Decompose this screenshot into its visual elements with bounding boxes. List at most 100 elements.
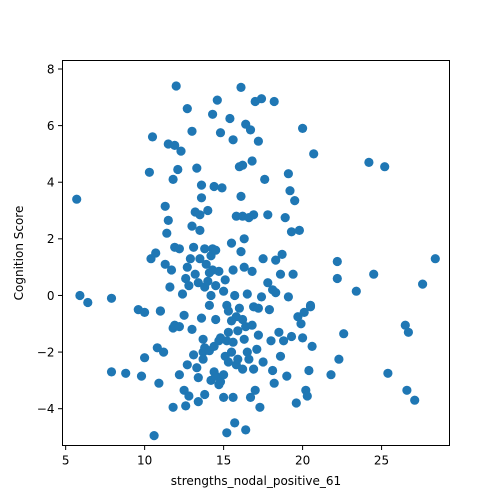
data-point-14 — [151, 248, 161, 258]
data-point-174 — [269, 378, 279, 388]
data-point-43 — [181, 273, 191, 284]
data-point-103 — [219, 370, 229, 380]
data-point-126 — [233, 326, 243, 336]
data-point-62 — [195, 225, 205, 235]
data-point-92 — [211, 281, 221, 291]
data-point-128 — [234, 303, 244, 313]
data-point-21 — [160, 201, 170, 211]
data-point-194 — [296, 319, 306, 329]
data-point-210 — [351, 286, 361, 296]
data-point-132 — [236, 247, 246, 257]
data-point-209 — [339, 329, 349, 339]
data-point-71 — [200, 244, 210, 254]
data-point-100 — [215, 377, 226, 387]
data-point-158 — [253, 136, 263, 146]
data-point-216 — [402, 385, 412, 395]
y-tick-label-5: 6 — [47, 119, 55, 133]
data-point-64 — [195, 254, 205, 264]
data-point-44 — [182, 104, 192, 114]
data-point-111 — [223, 327, 233, 337]
data-point-79 — [204, 300, 214, 310]
data-point-167 — [263, 210, 273, 220]
data-point-87 — [209, 181, 219, 192]
data-point-185 — [283, 292, 293, 302]
data-point-187 — [286, 227, 297, 237]
data-point-8 — [140, 307, 150, 317]
data-point-127 — [233, 354, 243, 364]
data-point-84 — [208, 109, 218, 119]
y-axis-label: Cognition Score — [12, 206, 26, 301]
data-point-163 — [256, 292, 267, 302]
data-point-13 — [149, 431, 159, 441]
y-tick-label-3: 2 — [47, 232, 55, 246]
data-points — [72, 81, 440, 441]
data-point-161 — [255, 402, 265, 412]
data-point-3 — [106, 293, 117, 303]
data-point-26 — [166, 265, 177, 275]
y-axis-ticks: −4 −2 0 2 4 6 8 — [37, 62, 63, 416]
data-point-1 — [75, 290, 85, 301]
data-point-22 — [162, 228, 172, 238]
data-point-178 — [275, 351, 286, 361]
data-point-176 — [271, 288, 281, 298]
data-point-193 — [294, 225, 304, 235]
data-point-95 — [214, 266, 224, 276]
data-point-182 — [280, 213, 290, 223]
data-point-142 — [241, 425, 251, 435]
data-point-149 — [247, 156, 257, 166]
x-tick-label-1: 10 — [137, 454, 152, 468]
x-tick-label-4: 25 — [374, 454, 389, 468]
data-point-159 — [253, 303, 263, 313]
data-point-138 — [239, 262, 249, 272]
data-point-155 — [250, 385, 260, 395]
data-point-9 — [140, 353, 150, 363]
data-point-63 — [195, 210, 205, 220]
x-axis-ticks: 5 10 15 20 25 — [62, 445, 389, 468]
data-point-42 — [181, 401, 191, 411]
data-point-5 — [121, 368, 131, 378]
data-point-58 — [192, 363, 202, 373]
y-tick-label-4: 4 — [47, 176, 55, 190]
data-point-77 — [203, 205, 213, 216]
data-point-7 — [136, 371, 147, 381]
data-point-146 — [244, 354, 254, 364]
plot-frame — [62, 60, 450, 446]
data-point-70 — [198, 354, 208, 364]
x-tick-label-3: 20 — [295, 454, 310, 468]
data-point-113 — [225, 113, 235, 124]
data-point-46 — [182, 360, 192, 370]
data-point-90 — [211, 314, 221, 325]
y-tick-label-6: 8 — [47, 62, 55, 76]
data-point-168 — [263, 278, 273, 288]
data-point-207 — [332, 273, 342, 284]
data-point-102 — [219, 286, 229, 296]
data-point-152 — [249, 210, 259, 220]
data-point-16 — [154, 378, 164, 388]
data-point-105 — [220, 275, 230, 285]
data-point-137 — [239, 234, 249, 244]
data-point-119 — [228, 337, 238, 347]
data-point-189 — [288, 269, 298, 279]
data-point-47 — [184, 281, 194, 291]
data-point-177 — [274, 327, 284, 337]
data-point-118 — [228, 265, 238, 275]
data-point-219 — [418, 279, 428, 289]
data-point-10 — [144, 167, 154, 177]
data-point-131 — [236, 82, 246, 92]
data-point-101 — [217, 183, 227, 193]
data-point-196 — [298, 333, 308, 343]
data-point-57 — [192, 163, 202, 173]
data-point-25 — [165, 282, 175, 292]
data-point-110 — [223, 306, 233, 316]
data-point-48 — [184, 391, 194, 401]
data-point-211 — [364, 157, 374, 167]
data-point-162 — [256, 94, 267, 104]
data-point-20 — [160, 259, 170, 269]
data-point-76 — [203, 276, 213, 286]
y-tick-label-1: −2 — [37, 345, 55, 359]
data-point-59 — [193, 397, 203, 407]
data-point-218 — [410, 395, 420, 405]
data-point-130 — [236, 191, 246, 201]
data-point-117 — [228, 135, 238, 145]
